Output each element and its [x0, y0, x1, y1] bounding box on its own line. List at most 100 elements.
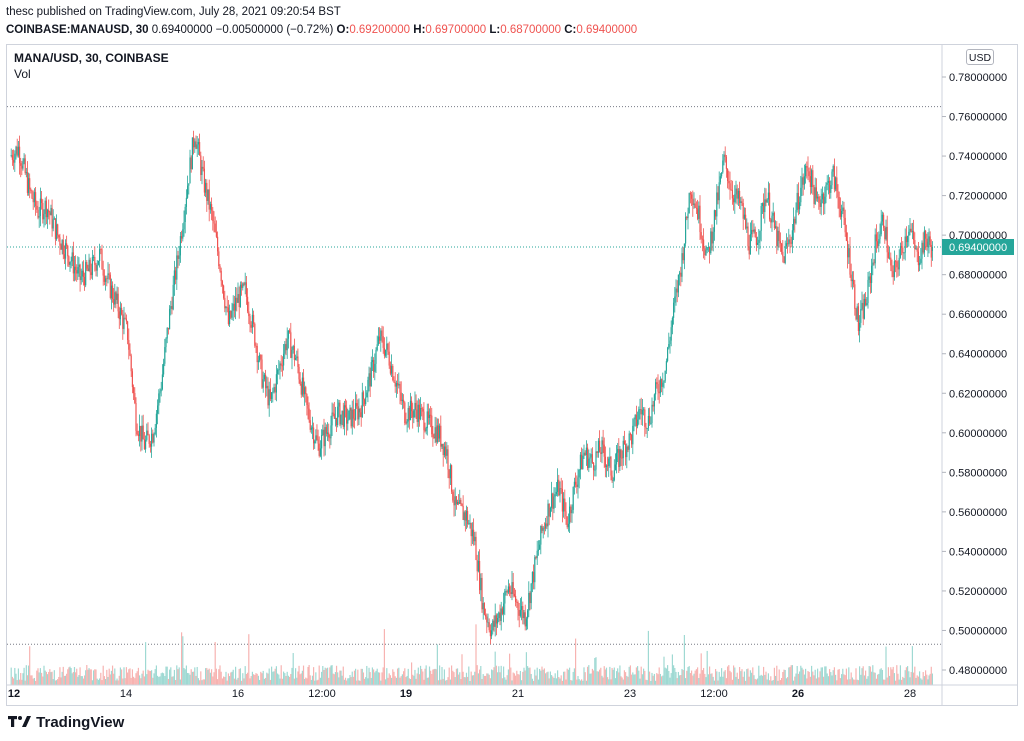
volume-bar — [388, 673, 390, 685]
candle-body — [681, 253, 683, 277]
candle-body — [367, 379, 369, 393]
candle-body — [662, 382, 664, 387]
volume-bar — [412, 674, 414, 685]
volume-bar — [433, 669, 435, 685]
candle-body — [579, 454, 581, 471]
volume-bar — [785, 678, 787, 685]
candle-body — [910, 228, 912, 232]
candle-body — [323, 429, 325, 447]
volume-bar — [69, 666, 71, 685]
candle-body — [423, 411, 425, 431]
candle-body — [115, 292, 117, 300]
volume-bar — [134, 678, 136, 685]
candle-body — [256, 345, 258, 363]
candle-body — [181, 236, 183, 239]
volume-bar — [923, 676, 925, 685]
candle-body — [543, 527, 545, 529]
candle-body — [701, 238, 703, 240]
volume-bar — [230, 672, 232, 685]
volume-bar — [861, 668, 863, 685]
candle-body — [670, 327, 672, 341]
candle-body — [777, 230, 779, 247]
volume-bar — [553, 677, 555, 685]
candle-body — [136, 430, 138, 435]
candle-body — [87, 268, 89, 272]
candle-body — [170, 306, 172, 309]
volume-bar — [859, 666, 861, 685]
candle-body — [50, 207, 52, 216]
candle-body — [800, 187, 802, 203]
volume-bar — [409, 679, 412, 685]
volume-bar — [759, 675, 761, 685]
candle-body — [254, 323, 256, 346]
volume-bar — [887, 667, 889, 685]
volume-bar — [70, 668, 72, 685]
volume-bar — [430, 670, 432, 685]
volume-bar — [734, 667, 736, 685]
candle-body — [301, 377, 303, 395]
candle-body — [385, 349, 387, 356]
candle-body — [193, 137, 195, 148]
candle-body — [848, 248, 850, 258]
volume-bar — [793, 680, 795, 685]
candle-body — [440, 425, 442, 447]
volume-bar — [635, 667, 637, 685]
candle-body — [572, 486, 574, 510]
volume-bar — [243, 678, 245, 685]
currency-button[interactable]: USD — [966, 49, 994, 65]
volume-bar — [214, 641, 216, 685]
volume-bar — [567, 669, 569, 685]
volume-bar — [530, 674, 532, 685]
volume-bar — [268, 668, 270, 685]
volume-bar — [201, 680, 203, 685]
volume-bar — [11, 676, 13, 685]
volume-bar — [298, 665, 300, 685]
volume-bar — [275, 666, 277, 685]
volume-bar — [477, 673, 479, 685]
candle-body — [730, 189, 732, 191]
candle-body — [673, 302, 675, 318]
candle-body — [559, 488, 561, 496]
volume-bar — [271, 666, 273, 685]
volume-bar — [353, 670, 356, 685]
volume-bar — [232, 669, 234, 685]
candle-body — [235, 297, 237, 311]
candle-body — [775, 226, 777, 229]
volume-bar — [818, 677, 820, 685]
ohlc-close-value: 0.69400000 — [576, 24, 638, 36]
volume-bar — [563, 671, 565, 685]
volume-bar — [451, 665, 453, 685]
volume-bar — [653, 673, 655, 685]
candle-body — [226, 306, 228, 308]
volume-bar — [545, 673, 547, 685]
volume-bar — [808, 671, 810, 685]
volume-bar — [796, 665, 798, 685]
candle-body — [818, 196, 820, 203]
volume-bar — [114, 668, 116, 685]
volume-bar — [740, 671, 742, 685]
volume-bar — [926, 674, 928, 685]
candle-body — [548, 503, 550, 517]
volume-bar — [359, 680, 361, 685]
candle-body — [783, 256, 785, 264]
volume-bar — [537, 679, 539, 685]
tradingview-brand: TradingView — [8, 714, 124, 732]
volume-bar — [916, 675, 918, 685]
candle-body — [625, 443, 627, 458]
volume-bar — [358, 680, 360, 685]
candle-body — [328, 432, 330, 438]
candle-body — [324, 427, 326, 447]
volume-bar — [139, 675, 141, 685]
volume-bar — [419, 665, 422, 685]
candle-body — [820, 199, 822, 207]
candle-body — [184, 206, 186, 223]
volume-bar — [30, 675, 32, 685]
candle-body — [512, 582, 514, 594]
volume-bar — [518, 674, 520, 685]
candle-body — [499, 612, 501, 621]
candle-body — [498, 612, 500, 618]
candle-body — [742, 203, 744, 219]
volume-bar — [173, 669, 175, 685]
y-tick-label: 0.58000000 — [949, 467, 1007, 479]
